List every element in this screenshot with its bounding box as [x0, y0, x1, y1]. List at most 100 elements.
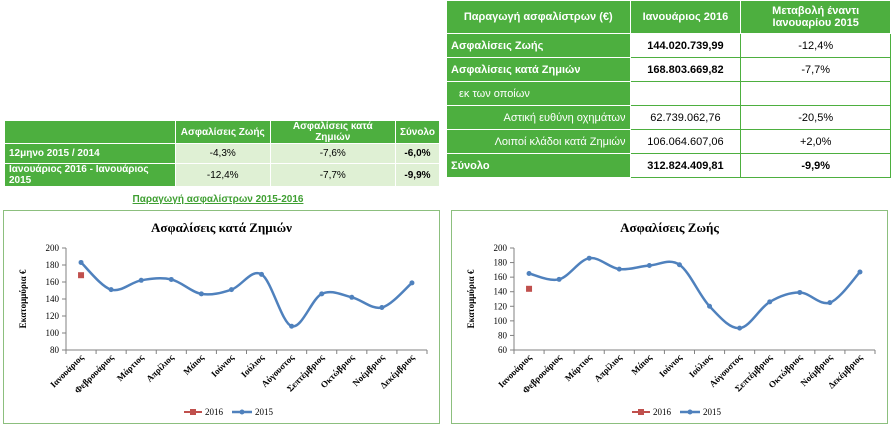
- chart-nonlife: 80100120140160180200ΙανουάριοςΦεβρουάριο…: [18, 243, 428, 417]
- summary-row: Αστική ευθύνη οχημάτων 62.739.062,76 -20…: [446, 105, 891, 130]
- summary-row-label: εκ των οποίων: [446, 81, 631, 106]
- y-tick-label: 140: [46, 294, 60, 304]
- summary-total-row: Σύνολο 312.824.409,81 -9,9%: [446, 153, 891, 178]
- series-2015-line: [528, 256, 861, 330]
- legend-2016-label: 2016: [205, 407, 224, 417]
- series-2015-point: [168, 276, 174, 282]
- summary-row-value: 106.064.607,06: [629, 129, 742, 154]
- series-2015-point: [767, 299, 773, 305]
- summary-row-change: +2,0%: [740, 129, 891, 154]
- summary-header-col1: Παραγωγή ασφαλίστρων (€): [446, 0, 631, 34]
- y-tick-label: 180: [46, 260, 60, 270]
- y-tick-label: 120: [494, 301, 508, 311]
- legend-2015-marker: [687, 409, 693, 415]
- period-row-nonlife: -7,6%: [269, 143, 396, 164]
- legend-2015-label: 2015: [703, 407, 722, 417]
- y-tick-label: 80: [498, 330, 508, 340]
- period-row: 12μηνο 2015 / 2014 -4,3% -7,6% -6,0%: [4, 143, 441, 164]
- period-header-empty: [4, 120, 176, 144]
- summary-row-label: Σύνολο: [446, 153, 631, 178]
- period-row-life: -12,4%: [174, 163, 271, 187]
- series-2015-point: [737, 325, 743, 331]
- summary-table: Παραγωγή ασφαλίστρων (€) Ιανουάριος 2016…: [446, 0, 891, 178]
- y-tick-label: 200: [46, 243, 60, 253]
- period-header-life: Ασφαλίσεις Ζωής: [174, 120, 271, 144]
- summary-row-label: Αστική ευθύνη οχημάτων: [446, 105, 631, 130]
- period-row: Ιανουάριος 2016 - Ιανουάριος 2015 -12,4%…: [4, 163, 441, 187]
- summary-header-col3: Μεταβολή έναντι Ιανουαρίου 2015: [740, 0, 891, 34]
- series-2015-line: [80, 261, 413, 328]
- summary-row: Ασφαλίσεις Ζωής 144.020.739,99 -12,4%: [446, 33, 891, 58]
- chart-title: Ασφαλίσεις Ζωής: [620, 220, 719, 235]
- x-tick-label: Ιούλιος: [239, 352, 266, 379]
- y-axis-label: Εκατομμύρια €: [18, 269, 28, 328]
- period-row-nonlife: -7,7%: [269, 163, 396, 187]
- y-tick-label: 100: [46, 328, 60, 338]
- series-2015-point: [797, 289, 803, 295]
- y-tick-label: 140: [494, 287, 508, 297]
- summary-row-value: 168.803.669,82: [629, 57, 742, 82]
- y-tick-label: 80: [50, 345, 60, 355]
- period-row-total: -6,0%: [394, 143, 441, 164]
- x-tick-label: Μάρτιος: [115, 352, 146, 383]
- y-tick-label: 200: [494, 243, 508, 253]
- series-2015-point: [259, 271, 265, 277]
- summary-row-label: Ασφαλίσεις κατά Ζημιών: [446, 57, 631, 82]
- series-2015-point: [827, 300, 833, 306]
- summary-row-change: -9,9%: [740, 153, 891, 178]
- period-row-total: -9,9%: [394, 163, 441, 187]
- summary-header-col2: Ιανουάριος 2016: [629, 0, 742, 34]
- summary-row-change: -7,7%: [740, 57, 891, 82]
- series-2015-point: [319, 291, 325, 297]
- period-row-label: Ιανουάριος 2016 - Ιανουάριος 2015: [4, 163, 176, 187]
- series-2015-point: [707, 303, 713, 309]
- period-row-life: -4,3%: [174, 143, 271, 164]
- legend-2015-label: 2015: [255, 407, 274, 417]
- legend-2016-marker: [190, 409, 196, 415]
- series-2015-point: [646, 262, 652, 268]
- series-2015-point: [409, 280, 415, 286]
- series-2016-point: [78, 272, 85, 279]
- series-2015-point: [138, 277, 144, 283]
- summary-row: Ασφαλίσεις κατά Ζημιών 168.803.669,82 -7…: [446, 57, 891, 82]
- series-2015-point: [228, 287, 234, 293]
- y-tick-label: 60: [498, 345, 508, 355]
- summary-row-label: Λοιποί κλάδοι κατά Ζημιών: [446, 129, 631, 154]
- chart-title: Ασφαλίσεις κατά Ζημιών: [151, 220, 292, 235]
- series-2015-point: [108, 287, 114, 293]
- x-tick-label: Απρίλιος: [144, 352, 176, 384]
- x-tick-label: Απρίλιος: [592, 352, 624, 384]
- summary-header-row: Παραγωγή ασφαλίστρων (€) Ιανουάριος 2016…: [446, 0, 891, 34]
- x-tick-label: Μάιος: [181, 352, 206, 377]
- series-2015-point: [349, 294, 355, 300]
- y-tick-label: 120: [46, 311, 60, 321]
- series-2015-point: [78, 259, 84, 265]
- y-tick-label: 160: [46, 277, 60, 287]
- series-2015-point: [379, 305, 385, 310]
- series-2015-point: [556, 276, 562, 282]
- y-tick-label: 100: [494, 316, 508, 326]
- summary-row-change: [740, 81, 891, 106]
- summary-row-change: -20,5%: [740, 105, 891, 130]
- series-2015-point: [616, 266, 622, 272]
- y-tick-label: 160: [494, 272, 508, 282]
- series-2015-point: [289, 323, 295, 329]
- period-row-label: 12μηνο 2015 / 2014: [4, 143, 176, 164]
- legend-2016-marker: [638, 409, 644, 415]
- summary-row-value: 312.824.409,81: [629, 153, 742, 178]
- x-tick-label: Μάρτιος: [563, 352, 594, 383]
- summary-row-change: -12,4%: [740, 33, 891, 58]
- period-header-total: Σύνολο: [394, 120, 441, 144]
- y-tick-label: 180: [494, 258, 508, 268]
- series-2016-point: [526, 285, 533, 292]
- period-header-row: Ασφαλίσεις Ζωής Ασφαλίσεις κατά Ζημιών Σ…: [4, 120, 441, 144]
- chart-panel-life: Ασφαλίσεις Ζωής 60 80 100 120 140 160 180 200 Ια…: [451, 210, 888, 424]
- summary-row-value: [629, 81, 742, 106]
- series-2015-point: [586, 255, 592, 261]
- series-2015-point: [526, 271, 532, 276]
- section-link[interactable]: Παραγωγή ασφαλίστρων 2015-2016: [132, 194, 304, 205]
- summary-row-value: 144.020.739,99: [629, 33, 742, 58]
- chart-panel-nonlife: Ασφαλίσεις κατά Ζημιών 80 100 120 140 160 180…: [3, 210, 440, 424]
- series-2015-point: [857, 269, 863, 275]
- period-table: Ασφαλίσεις Ζωής Ασφαλίσεις κατά Ζημιών Σ…: [4, 120, 441, 187]
